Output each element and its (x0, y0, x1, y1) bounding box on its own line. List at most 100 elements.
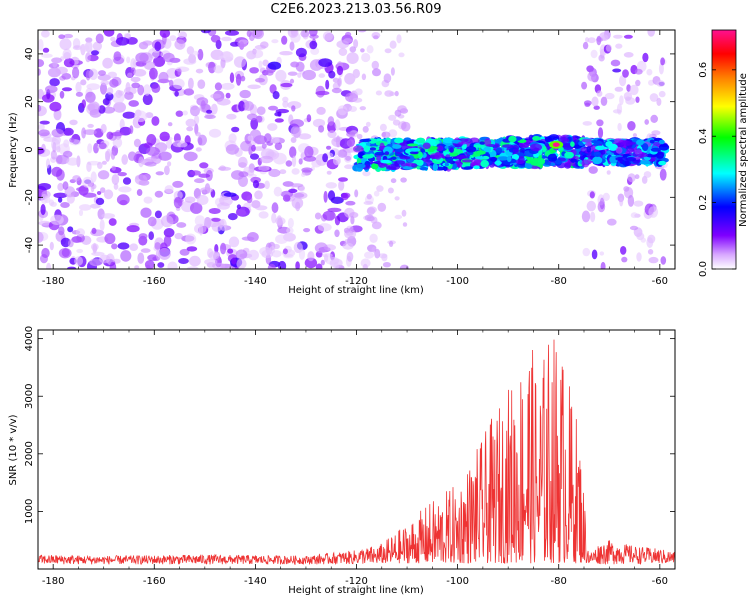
heatmap-blob (177, 68, 182, 76)
heatmap-blob (391, 156, 397, 160)
heatmap-blob (61, 248, 70, 257)
heatmap-blob (233, 56, 247, 68)
heatmap-blob (379, 142, 385, 151)
heatmap-blob (629, 225, 639, 231)
heatmap-blob (235, 209, 247, 217)
heatmap-blob (544, 136, 552, 143)
spectrogram-y-tick-label: -20 (24, 189, 35, 205)
heatmap-blob (363, 145, 370, 153)
heatmap-blob (327, 190, 336, 201)
heatmap-blob (286, 227, 294, 235)
heatmap-blob (268, 105, 278, 111)
heatmap-blob (164, 185, 174, 194)
heatmap-blob (473, 165, 480, 170)
heatmap-blob (127, 72, 133, 78)
colorbar-tick-label: 0.4 (698, 128, 709, 144)
heatmap-blob (262, 59, 269, 67)
heatmap-blob (282, 248, 288, 255)
heatmap-blob (58, 34, 66, 39)
heatmap-blob (287, 30, 299, 38)
heatmap-blob (334, 119, 341, 131)
heatmap-blob (635, 79, 641, 87)
heatmap-blob (53, 192, 68, 199)
heatmap-blob (375, 90, 382, 96)
heatmap-blob (389, 40, 397, 49)
heatmap-blob (298, 133, 312, 140)
heatmap-blob (225, 30, 239, 36)
heatmap-blob (582, 121, 593, 126)
heatmap-blob (38, 68, 41, 76)
heatmap-blob (38, 147, 45, 155)
heatmap-blob (236, 258, 247, 269)
heatmap-blob (612, 109, 622, 114)
heatmap-blob (255, 77, 265, 83)
heatmap-blob (600, 261, 606, 269)
heatmap-blob (309, 40, 318, 50)
heatmap-blob (134, 265, 140, 269)
heatmap-blob (620, 246, 627, 255)
heatmap-blob (291, 155, 297, 167)
heatmap-blob (604, 92, 615, 100)
heatmap-blob (321, 253, 333, 258)
heatmap-blob (256, 106, 266, 115)
spectrogram-y-label: Frequency (Hz) (8, 112, 19, 188)
heatmap-blob (98, 70, 106, 76)
heatmap-blob (314, 242, 328, 254)
heatmap-blob (235, 73, 242, 86)
heatmap-blob (238, 100, 246, 112)
heatmap-blob (143, 61, 156, 70)
heatmap-blob (352, 72, 358, 80)
heatmap-blob (468, 137, 480, 145)
heatmap-blob (111, 174, 120, 185)
heatmap-blob (444, 162, 449, 167)
heatmap-blob (275, 234, 288, 244)
heatmap-blob (346, 139, 355, 147)
heatmap-blob (213, 65, 224, 74)
heatmap-blob (186, 246, 198, 252)
heatmap-blob (146, 146, 160, 156)
heatmap-blob (602, 192, 610, 201)
heatmap-blob (119, 118, 125, 130)
heatmap-blob (113, 101, 126, 113)
spectrogram-x-label: Height of straight line (km) (288, 285, 424, 296)
snr-x-tick-label: -60 (652, 576, 668, 587)
heatmap-blob (271, 202, 279, 214)
heatmap-blob (251, 49, 264, 59)
heatmap-blob (125, 82, 131, 94)
spectrogram-x-tick-label: -60 (652, 276, 668, 287)
heatmap-blob (399, 156, 411, 160)
heatmap-blob (606, 170, 611, 175)
heatmap-blob (121, 154, 128, 165)
colorbar-gradient (711, 29, 737, 270)
heatmap-blob (38, 123, 45, 131)
snr-y-tick-label: 2000 (24, 441, 35, 466)
heatmap-blob (38, 105, 47, 117)
heatmap-blob (66, 157, 80, 166)
heatmap-blob (597, 127, 604, 139)
heatmap-blob (240, 75, 246, 82)
heatmap-blob (55, 66, 68, 75)
heatmap-blob (388, 114, 397, 121)
heatmap-blob (310, 47, 320, 55)
heatmap-blob (522, 142, 530, 148)
heatmap-blob (641, 175, 648, 184)
heatmap-blob (97, 161, 103, 169)
heatmap-blob (130, 76, 141, 83)
heatmap-blob (117, 242, 130, 250)
heatmap-blob (183, 58, 197, 65)
heatmap-blob (259, 155, 274, 164)
heatmap-blob (652, 141, 661, 146)
heatmap-blob (138, 156, 144, 168)
heatmap-blob (143, 196, 153, 204)
heatmap-blob (338, 47, 348, 57)
heatmap-blob (479, 141, 486, 145)
heatmap-blob (348, 106, 357, 112)
heatmap-blob (272, 91, 280, 100)
heatmap-blob (636, 252, 642, 262)
heatmap-blob (384, 48, 392, 54)
heatmap-blob (337, 77, 342, 87)
heatmap-blob (541, 155, 547, 159)
heatmap-blob (51, 166, 63, 177)
heatmap-blob (303, 228, 311, 233)
